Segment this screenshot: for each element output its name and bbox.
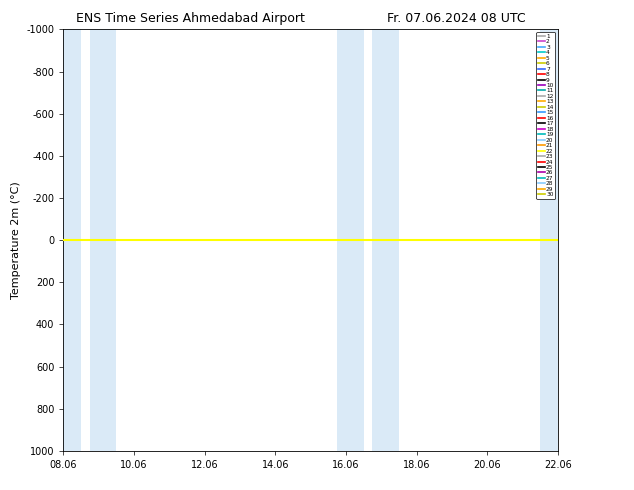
- Text: ENS Time Series Ahmedabad Airport: ENS Time Series Ahmedabad Airport: [75, 12, 305, 25]
- Legend: 1, 2, 3, 4, 5, 6, 7, 8, 9, 10, 11, 12, 13, 14, 15, 16, 17, 18, 19, 20, 21, 22, 2: 1, 2, 3, 4, 5, 6, 7, 8, 9, 10, 11, 12, 1…: [536, 32, 555, 199]
- Bar: [373, 29, 399, 451]
- Y-axis label: Temperature 2m (°C): Temperature 2m (°C): [11, 181, 21, 299]
- Text: Fr. 07.06.2024 08 UTC: Fr. 07.06.2024 08 UTC: [387, 12, 526, 25]
- Bar: [337, 29, 364, 451]
- Bar: [540, 29, 558, 451]
- Bar: [63, 29, 81, 451]
- Bar: [90, 29, 117, 451]
